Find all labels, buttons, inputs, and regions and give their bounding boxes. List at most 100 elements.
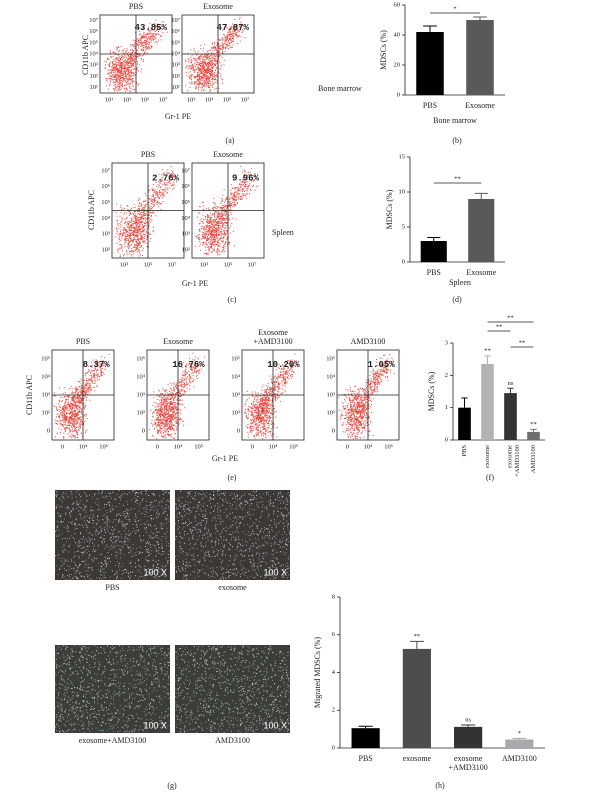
- x-tick-label: AMD3100: [530, 445, 537, 473]
- y-tick-label: 4: [332, 669, 336, 676]
- y-tick-label: 0: [397, 91, 400, 98]
- caption: AMD3100: [215, 736, 250, 745]
- x-tick-label: exosome+AMD3100: [507, 445, 521, 477]
- y-tick-label: 10⁴: [231, 373, 241, 380]
- event-dots: [184, 17, 246, 93]
- x-tick-label: PBS: [359, 754, 373, 763]
- y-tick-label: 10⁵: [171, 39, 180, 46]
- plot-title: PBS: [141, 150, 155, 159]
- bar: [504, 393, 517, 440]
- event-dots: [244, 353, 298, 440]
- y-tick-label: 10⁴: [171, 50, 181, 57]
- y-tick-label: 10²: [90, 73, 99, 80]
- y-tick-label: 10³: [137, 391, 146, 398]
- y-axis-label: MDSCs (%): [385, 189, 394, 229]
- y-tick-label: 0: [237, 427, 240, 434]
- y-tick-label: 10²: [137, 409, 146, 416]
- error-bar: [473, 16, 487, 20]
- y-tick-label: 10¹: [90, 84, 99, 91]
- cell-specks: [55, 490, 170, 580]
- y-tick-label: 10¹: [172, 84, 181, 91]
- gate-percent: 10.20%: [267, 360, 300, 370]
- x-axis-label: Bone marrow: [433, 116, 477, 125]
- tissue-label: Bone marrow: [318, 84, 362, 93]
- bracket-label: **: [507, 314, 514, 321]
- x-tick-label: 10⁵: [289, 443, 298, 450]
- y-tick-label: 0: [445, 436, 448, 443]
- y-tick-label: 10⁴: [89, 50, 99, 57]
- y-axis-label: CD11b APC: [25, 375, 34, 415]
- y-axis-label: MDSCs (%): [379, 30, 388, 70]
- x-tick-label: 10⁷: [168, 261, 177, 268]
- plot-title: PBS: [76, 337, 90, 346]
- error-bar: [427, 237, 441, 241]
- bar: [416, 32, 444, 95]
- y-tick-label: 10³: [172, 62, 181, 69]
- y-tick-label: 1: [445, 404, 448, 411]
- y-tick-label: 10⁵: [101, 199, 110, 206]
- plot-title: Exosome: [213, 150, 243, 159]
- gate-percent: 47.87%: [217, 23, 250, 33]
- x-tick-label: 10⁴: [79, 443, 89, 450]
- y-tick-label: 0: [332, 427, 335, 434]
- panel-label: (a): [226, 136, 235, 145]
- x-tick-label: 10⁵: [223, 96, 232, 103]
- x-axis-label: Spleen: [449, 278, 471, 287]
- x-tick-label: 10⁵: [194, 443, 203, 450]
- y-tick-label: 10⁶: [181, 183, 190, 190]
- x-tick-label: exosome+AMD3100: [449, 754, 488, 772]
- x-tick-label: 10⁷: [241, 96, 250, 103]
- magnification: 100 X: [143, 567, 167, 577]
- caption: exosome+AMD3100: [79, 736, 147, 745]
- error-bar: [507, 387, 514, 394]
- error-bar: [461, 397, 468, 408]
- event-dots: [149, 352, 206, 440]
- event-dots: [104, 19, 168, 93]
- event-dots: [115, 166, 177, 257]
- y-axis-label: CD11b APC: [81, 35, 90, 75]
- x-tick-label: 0: [156, 443, 159, 450]
- x-tick-label: Exosome: [466, 268, 496, 277]
- bar: [481, 364, 494, 440]
- bar: [351, 728, 380, 748]
- tissue-label: Spleen: [272, 228, 294, 237]
- y-tick-label: 10⁶: [101, 183, 110, 190]
- error-bar: [512, 737, 527, 740]
- panel-label: (h): [435, 781, 445, 790]
- panel-label: (f): [486, 473, 494, 482]
- x-tick-label: PBS: [423, 101, 437, 110]
- y-tick-label: 0: [142, 427, 145, 434]
- y-axis-label: Migrated MDSCs (%): [313, 637, 322, 708]
- y-tick-label: 10²: [327, 409, 336, 416]
- cell-specks: [55, 490, 170, 579]
- y-tick-label: 3: [445, 339, 448, 346]
- significance: ns: [465, 716, 471, 723]
- bracket-label: *: [453, 5, 456, 12]
- y-tick-label: 10⁵: [326, 355, 335, 362]
- caption: exosome: [218, 583, 247, 592]
- x-tick-label: exosome: [403, 754, 432, 763]
- plot-title: Exosome: [203, 2, 233, 11]
- magnification: 100 X: [263, 720, 287, 730]
- y-tick-label: 10⁶: [89, 28, 98, 35]
- x-tick-label: 0: [61, 443, 64, 450]
- bracket-label: **: [496, 323, 503, 330]
- panel-label: (b): [452, 136, 462, 145]
- y-tick-label: 10³: [182, 231, 191, 238]
- magnification: 100 X: [143, 720, 167, 730]
- x-axis-label: Gr-1 PE: [165, 112, 191, 121]
- y-tick-label: 10⁴: [136, 373, 146, 380]
- y-tick-label: 10⁵: [181, 199, 190, 206]
- panel-label: (d): [452, 295, 462, 304]
- y-tick-label: 10⁴: [326, 373, 336, 380]
- significance: **: [530, 421, 537, 428]
- magnification: 100 X: [263, 567, 287, 577]
- panel-label: (g): [167, 781, 177, 790]
- y-tick-label: 15: [399, 153, 406, 160]
- x-tick-label: exosome: [484, 445, 491, 468]
- significance: **: [484, 347, 491, 354]
- y-tick-label: 0: [47, 427, 50, 434]
- micrograph: [55, 645, 170, 733]
- y-tick-label: 10⁴: [101, 215, 111, 222]
